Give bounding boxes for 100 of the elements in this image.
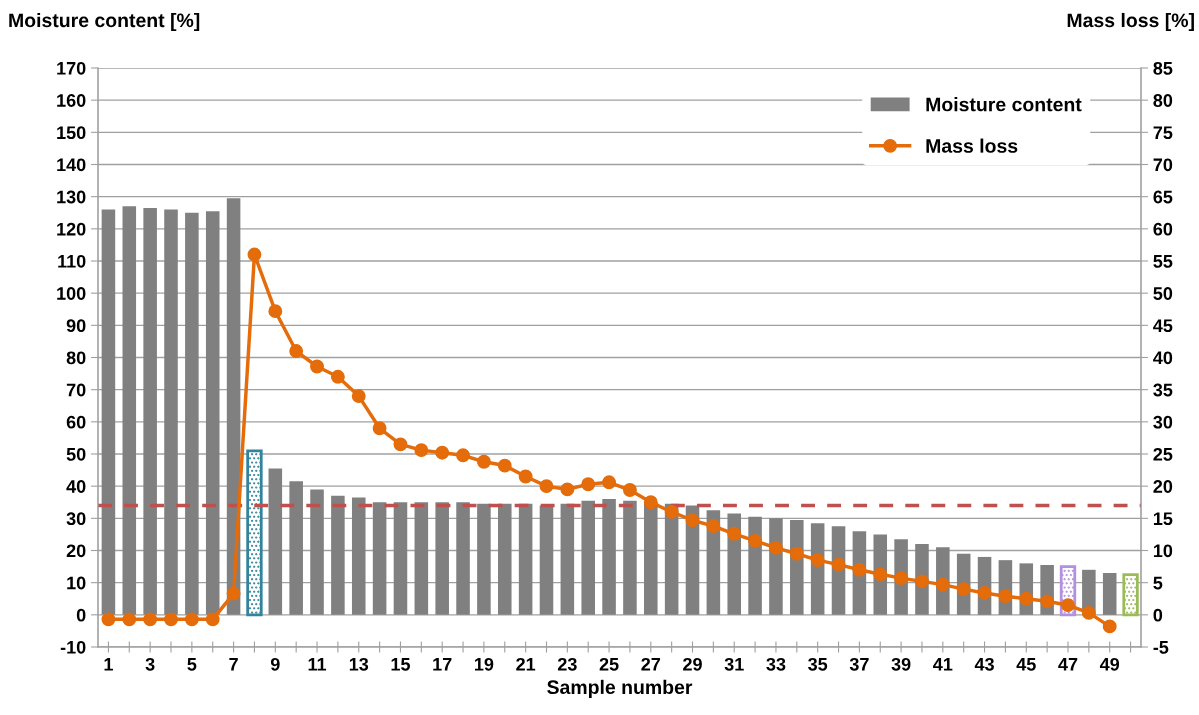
bar — [205, 211, 220, 615]
x-tick-label: 27 — [641, 657, 661, 671]
x-tick-label: 41 — [933, 658, 953, 671]
legend-label: Moisture content — [926, 97, 1082, 112]
point — [894, 571, 909, 586]
y-tick-label: 100 — [57, 287, 86, 300]
y-axis-title: Moisture content [%] — [9, 12, 200, 32]
x-tick-label: 33 — [766, 657, 786, 671]
point — [1061, 598, 1075, 613]
point — [1019, 591, 1034, 606]
point — [330, 369, 345, 384]
y-tick-label: 30 — [66, 512, 86, 526]
point — [497, 458, 512, 473]
y-tick-label: 60 — [66, 415, 86, 429]
y2-tick-label: 70 — [1153, 158, 1173, 172]
x-tick-label: 39 — [891, 657, 911, 671]
bar — [164, 209, 178, 615]
x-tick-label: 49 — [1099, 657, 1120, 671]
y2-tick-label: 25 — [1153, 447, 1173, 461]
y-tick-label: 160 — [57, 94, 86, 107]
point — [622, 483, 637, 497]
bar — [185, 212, 199, 615]
point — [1102, 619, 1117, 634]
bar — [623, 500, 637, 615]
y-tick-label: 70 — [66, 383, 86, 397]
x-tick-label: 31 — [724, 657, 744, 671]
x-tick-label: 23 — [557, 657, 577, 671]
x-tick-label: 7 — [229, 658, 238, 671]
y-tick-label: 90 — [66, 319, 86, 333]
y2-tick-label: 30 — [1153, 415, 1173, 429]
point — [310, 359, 324, 374]
y-tick-label: 20 — [66, 544, 86, 558]
y2-tick-label: 15 — [1153, 512, 1173, 526]
point — [685, 513, 700, 528]
bar — [581, 500, 595, 615]
y2-tick-label: 45 — [1153, 319, 1173, 333]
bar — [143, 207, 157, 615]
point — [1040, 594, 1055, 609]
point — [643, 495, 658, 510]
point — [602, 475, 617, 490]
y-tick-label: 170 — [57, 61, 86, 75]
x-tick-label: 5 — [187, 658, 197, 671]
y-tick-label: 0 — [76, 608, 86, 622]
bar — [331, 495, 345, 615]
y2-tick-label: 60 — [1153, 222, 1173, 236]
x-tick-label: 47 — [1058, 658, 1078, 671]
y2-tick-label: 0 — [1153, 608, 1163, 622]
x-tick-label: 35 — [808, 657, 828, 671]
bar — [560, 503, 575, 615]
x-tick-label: 21 — [516, 657, 536, 671]
y-tick-label: 120 — [57, 222, 86, 236]
point — [977, 586, 992, 600]
point — [915, 574, 929, 589]
point — [935, 577, 950, 592]
y2-tick-label: -5 — [1153, 641, 1169, 654]
x-tick-label: 45 — [1016, 658, 1036, 671]
point — [518, 469, 533, 484]
point — [372, 421, 387, 436]
bar — [372, 502, 387, 615]
y-tick-label: 130 — [57, 190, 86, 204]
point — [831, 557, 846, 572]
x-tick-label: 1 — [104, 658, 113, 671]
point — [560, 482, 575, 497]
bar — [477, 503, 491, 615]
y2-tick-label: 10 — [1153, 544, 1173, 558]
point — [205, 612, 220, 627]
x-tick-label: 29 — [683, 657, 702, 671]
y2-tick-label: 55 — [1153, 255, 1173, 268]
bar — [456, 502, 470, 615]
point — [247, 247, 262, 262]
bar — [518, 503, 533, 615]
bar — [310, 489, 324, 615]
point — [581, 477, 596, 492]
point — [289, 344, 304, 359]
y-tick-label: 50 — [66, 447, 86, 461]
point — [810, 553, 825, 568]
point — [956, 582, 971, 597]
point — [435, 445, 450, 460]
x-tick-label: 25 — [599, 657, 619, 671]
bar — [539, 505, 554, 615]
bar — [414, 502, 429, 615]
point — [456, 448, 470, 463]
bar — [246, 449, 263, 617]
y-tick-label: -10 — [60, 640, 86, 654]
bar — [101, 209, 116, 615]
y2-tick-label: 50 — [1153, 287, 1173, 300]
bar — [602, 499, 616, 615]
y2-tick-label: 80 — [1153, 94, 1173, 107]
bar — [1122, 573, 1139, 617]
y2-tick-label: 40 — [1153, 351, 1173, 365]
x-tick-label: 43 — [974, 657, 994, 671]
y-tick-label: 150 — [57, 126, 86, 140]
point — [748, 533, 763, 548]
bar — [644, 502, 658, 615]
point — [184, 612, 199, 627]
y-tick-label: 40 — [66, 480, 86, 493]
point — [706, 519, 721, 533]
point — [873, 567, 888, 582]
x-tick-label: 17 — [433, 658, 452, 671]
point — [164, 612, 178, 627]
